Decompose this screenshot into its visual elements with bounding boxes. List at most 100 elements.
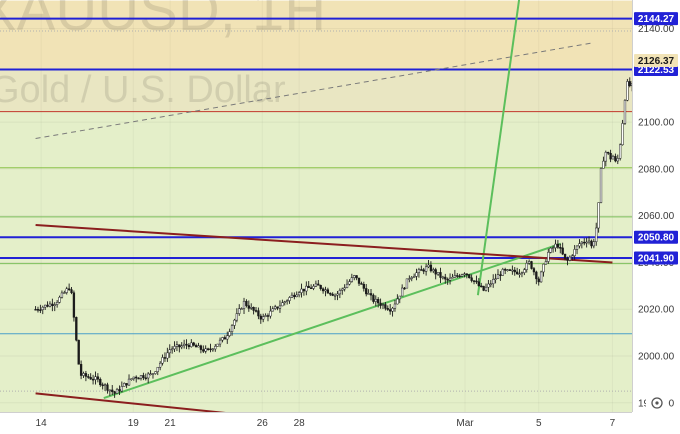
candle-body [460, 274, 464, 277]
candle-body [573, 249, 576, 257]
candle-body [513, 269, 516, 273]
candle-body [137, 377, 140, 380]
candle-body [607, 151, 610, 154]
candle-body [501, 269, 504, 276]
candle-body [44, 304, 47, 308]
trend-line-upper-downtrend[interactable] [35, 224, 613, 264]
candle-body [623, 100, 627, 124]
candle-body [326, 289, 330, 294]
candle-body [46, 304, 49, 307]
candle-body [53, 304, 56, 306]
candle-body [331, 293, 334, 296]
candle-body [317, 283, 320, 286]
candle-body [65, 288, 68, 293]
candle-body [70, 289, 73, 294]
candle-body [135, 376, 138, 379]
candle-body [297, 292, 301, 296]
candle-body [63, 292, 66, 294]
level-badge-2-label: 2050.80 [638, 233, 675, 244]
candle-body [523, 269, 526, 273]
candle-body [384, 304, 387, 309]
candle-body [262, 316, 265, 320]
candle-body [429, 264, 433, 272]
candle-body [209, 348, 212, 351]
candle-body [360, 283, 363, 285]
candle-body [537, 278, 540, 283]
candle-body [374, 299, 377, 302]
candle-body [444, 276, 447, 280]
candle-body [106, 384, 109, 391]
candle-body [448, 277, 452, 281]
settings-button[interactable] [646, 396, 668, 410]
trend-line-steep-uptrend[interactable] [476, 0, 521, 296]
trend-line-long-uptrend[interactable] [103, 242, 562, 400]
candle-body [96, 376, 100, 380]
candle-body [252, 307, 255, 311]
candle-body [396, 298, 399, 305]
candle-body [295, 294, 298, 297]
candle-body [525, 262, 528, 270]
candle-body [305, 285, 308, 292]
candle-body [276, 306, 279, 309]
y-tick-label-1: 2000.00 [638, 352, 675, 363]
candle-body [432, 269, 435, 272]
candle-body [415, 272, 418, 277]
candle-body [621, 123, 624, 146]
candle-body [417, 269, 421, 273]
time-axis[interactable]: 14 19 21 26 28 Mar 5 7 [0, 412, 632, 434]
candle-body [547, 252, 550, 262]
trend-line-dashed-channel[interactable] [35, 42, 595, 140]
candle-body [218, 339, 222, 345]
candle-body [139, 375, 143, 379]
candle-body [336, 293, 339, 296]
candle-body [242, 300, 246, 309]
candle-body [216, 343, 219, 347]
price-badges: 2144.27 2122.53 2050.80 2041.90 2126.37 [634, 12, 678, 265]
candle-body [436, 272, 440, 275]
candle-body [60, 292, 64, 298]
y-tick-label-5: 2080.00 [638, 164, 675, 175]
y-tick-label-7: 2140.00 [638, 24, 675, 35]
candle-body [123, 383, 126, 387]
candle-body [187, 344, 191, 348]
candle-body [595, 227, 598, 242]
x-tick-label-4: 28 [294, 418, 306, 429]
time-axis-background [0, 412, 632, 434]
candle-body [516, 271, 519, 275]
candle-body [551, 247, 555, 250]
candle-body [566, 258, 569, 261]
candle-body [111, 389, 114, 392]
horizontal-levels [0, 17, 632, 392]
candle-body [408, 278, 411, 280]
candle-body [353, 275, 356, 278]
candle-body [230, 325, 234, 332]
candle-body [89, 377, 92, 380]
candle-body [288, 297, 291, 301]
candle-body [269, 310, 272, 317]
candle-body [254, 310, 258, 312]
candle-body [161, 357, 164, 364]
candle-body [575, 245, 579, 250]
candle-body [487, 283, 490, 288]
candle-body [489, 283, 492, 286]
candle-body [377, 299, 380, 304]
candle-body [561, 247, 564, 255]
candle-body [82, 373, 85, 376]
candle-body [329, 292, 332, 295]
candle-body [58, 296, 61, 303]
x-tick-label-6: 5 [536, 418, 542, 429]
x-tick-label-3: 26 [257, 418, 269, 429]
trend-lines[interactable] [35, 0, 613, 418]
candle-body [67, 288, 71, 290]
candle-body [609, 153, 612, 160]
price-zone-2 [0, 111, 632, 413]
candle-body [470, 277, 473, 281]
candle-body [475, 280, 478, 283]
candle-body [350, 277, 353, 282]
candle-body [343, 287, 346, 290]
x-tick-label-0: 14 [36, 418, 48, 429]
candle-body [159, 362, 162, 368]
candle-body [410, 277, 413, 279]
